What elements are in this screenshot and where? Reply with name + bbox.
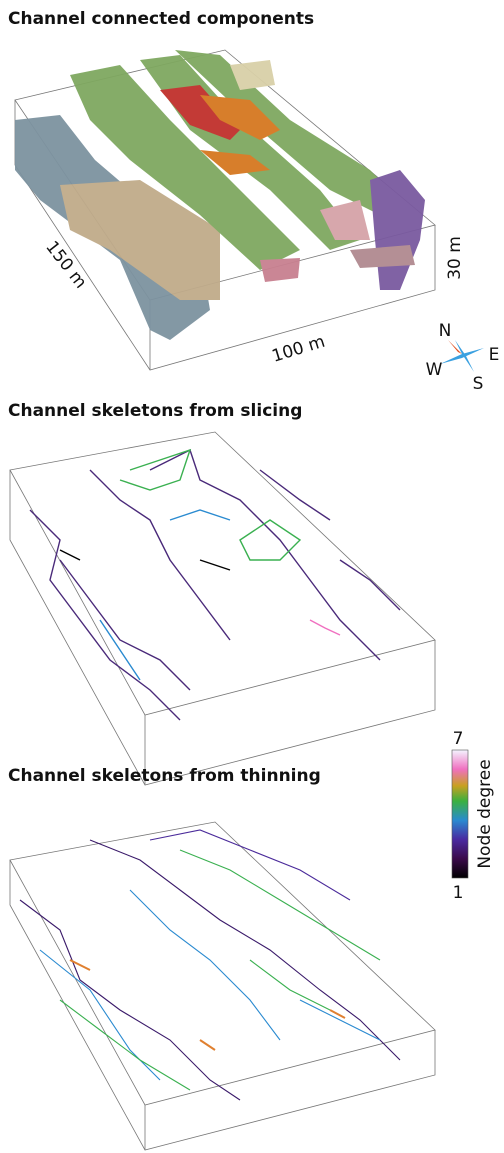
compass-north: N bbox=[439, 321, 452, 341]
compass-south: S bbox=[473, 374, 484, 394]
skeleton-lines bbox=[29, 448, 401, 721]
colorbar-min: 1 bbox=[453, 883, 464, 903]
colorbar-max: 7 bbox=[453, 729, 464, 749]
length-label: 150 m bbox=[41, 237, 90, 292]
width-label: 100 m bbox=[270, 332, 328, 367]
panel-title: Channel skeletons from thinning bbox=[8, 766, 321, 786]
compass-west: W bbox=[426, 360, 443, 380]
compass: N E S W bbox=[426, 321, 500, 394]
panel-title: Channel connected components bbox=[8, 9, 314, 29]
compass-east: E bbox=[489, 345, 500, 365]
panel-title: Channel skeletons from slicing bbox=[8, 401, 302, 421]
skeleton-mesh bbox=[19, 829, 401, 1101]
colorbar bbox=[451, 749, 469, 879]
depth-label: 30 m bbox=[445, 236, 465, 280]
colorbar-label: Node degree bbox=[475, 759, 495, 868]
volume-box bbox=[9, 821, 436, 1151]
volume-box bbox=[9, 431, 436, 786]
channel-bodies bbox=[15, 50, 425, 340]
